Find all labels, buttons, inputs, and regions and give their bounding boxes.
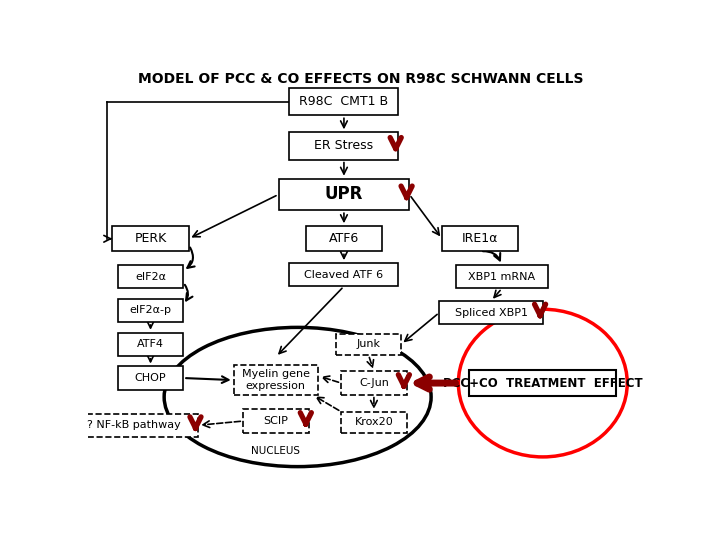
FancyBboxPatch shape [290, 263, 399, 286]
Text: Myelin gene
expression: Myelin gene expression [242, 369, 310, 391]
Text: NUCLEUS: NUCLEUS [252, 446, 300, 456]
FancyBboxPatch shape [118, 299, 183, 322]
FancyBboxPatch shape [341, 372, 406, 395]
Text: Cleaved ATF 6: Cleaved ATF 6 [304, 270, 384, 279]
Text: ? NF-kB pathway: ? NF-kB pathway [87, 420, 181, 430]
FancyBboxPatch shape [118, 265, 183, 288]
FancyBboxPatch shape [278, 179, 409, 210]
Text: CHOP: CHOP [135, 373, 167, 383]
Text: PCC+CO  TREATMENT  EFFECT: PCC+CO TREATMENT EFFECT [443, 376, 643, 390]
Text: Junk: Junk [356, 339, 380, 349]
FancyBboxPatch shape [118, 333, 183, 356]
FancyBboxPatch shape [118, 367, 183, 390]
Text: ATF6: ATF6 [329, 232, 359, 246]
FancyBboxPatch shape [442, 226, 518, 252]
Text: UPR: UPR [325, 185, 363, 203]
Text: ER Stress: ER Stress [314, 139, 373, 152]
FancyBboxPatch shape [341, 412, 406, 433]
Text: ATF4: ATF4 [137, 339, 164, 349]
Text: Krox20: Krox20 [354, 418, 393, 427]
Text: IRE1α: IRE1α [462, 232, 498, 246]
FancyBboxPatch shape [243, 409, 309, 433]
Text: PERK: PERK [134, 232, 167, 246]
FancyBboxPatch shape [456, 265, 548, 288]
Text: XBP1 mRNA: XBP1 mRNA [468, 272, 536, 282]
FancyBboxPatch shape [290, 132, 399, 159]
Text: C-Jun: C-Jun [359, 378, 389, 388]
FancyBboxPatch shape [70, 414, 198, 437]
FancyBboxPatch shape [336, 334, 401, 355]
FancyBboxPatch shape [233, 366, 318, 395]
Text: R98C  CMT1 B: R98C CMT1 B [299, 95, 389, 108]
FancyBboxPatch shape [439, 301, 543, 324]
Text: eIF2α-p: eIF2α-p [129, 305, 172, 316]
FancyBboxPatch shape [290, 88, 399, 115]
FancyBboxPatch shape [112, 226, 188, 252]
Text: Spliced XBP1: Spliced XBP1 [455, 307, 527, 318]
Text: eIF2α: eIF2α [135, 272, 166, 282]
FancyBboxPatch shape [306, 226, 382, 252]
Text: MODEL OF PCC & CO EFFECTS ON R98C SCHWANN CELLS: MODEL OF PCC & CO EFFECTS ON R98C SCHWAN… [138, 72, 583, 86]
Text: SCIP: SCIP [264, 416, 288, 426]
FancyBboxPatch shape [470, 370, 617, 396]
